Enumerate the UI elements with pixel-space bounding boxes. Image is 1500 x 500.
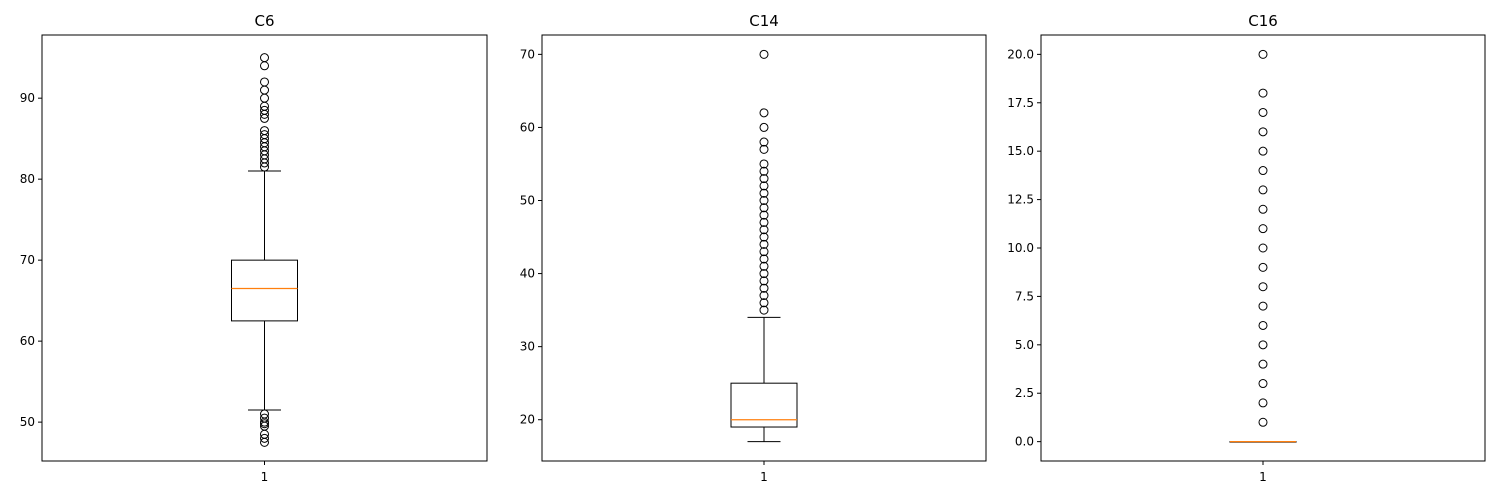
flier-point: [260, 409, 269, 419]
box-iqr: [231, 259, 298, 322]
y-tick-label: 7.5: [1015, 289, 1034, 303]
flier-point: [1258, 166, 1268, 176]
y-tick-label: 12.5: [1007, 193, 1034, 207]
x-tick-label: 1: [261, 470, 269, 484]
y-tick-label: 40: [520, 267, 535, 281]
flier-point: [759, 232, 769, 242]
y-tick-label: 70: [520, 47, 535, 61]
flier-point: [759, 290, 769, 300]
flier-point: [759, 174, 769, 184]
flier-point: [759, 159, 769, 169]
flier-point: [1258, 282, 1268, 292]
flier-point: [1258, 379, 1268, 389]
flier-point: [759, 217, 769, 227]
flier-point: [1258, 301, 1268, 311]
flier-point: [1258, 417, 1268, 427]
flier-point: [759, 122, 769, 132]
flier-point: [759, 108, 769, 118]
y-tick-label: 0.0: [1015, 435, 1034, 449]
y-tick-label: 30: [520, 340, 535, 354]
flier-point: [759, 276, 769, 286]
flier-point: [759, 247, 769, 257]
chart-panel-1: C6 50 60 70 80 90 1: [20, 12, 488, 484]
y-tick-label: 60: [20, 334, 35, 348]
flier-point: [759, 298, 769, 308]
flier-point: [260, 130, 269, 140]
y-tick-label: 50: [20, 415, 35, 429]
y-tick-label: 70: [20, 253, 35, 267]
flier-point: [759, 166, 769, 176]
flier-point: [759, 196, 769, 206]
flier-point: [1258, 146, 1268, 156]
flier-point: [1258, 204, 1268, 214]
x-tick-label: 1: [1259, 470, 1267, 484]
flier-point: [260, 126, 269, 136]
y-tick-label: 50: [520, 194, 535, 208]
flier-point: [1258, 88, 1268, 98]
y-tick-label: 20: [520, 413, 535, 427]
flier-point: [260, 53, 269, 63]
flier-point: [1258, 243, 1268, 253]
flier-point: [759, 137, 769, 147]
box-iqr: [730, 382, 798, 428]
flier-point: [260, 433, 269, 443]
flier-point: [759, 225, 769, 235]
chart-panel-3: C16 0.0 2.5 5.0 7.5 10.0 12.5 15.0 17.5 20.0 1: [1007, 12, 1486, 484]
flier-point: [759, 269, 769, 279]
flier-point: [759, 49, 769, 59]
x-tick-label: 1: [760, 470, 768, 484]
y-tick-label: 10.0: [1007, 241, 1034, 255]
flier-point: [1258, 340, 1268, 350]
chart-title: C6: [254, 12, 274, 30]
flier-point: [759, 203, 769, 213]
flier-point: [759, 210, 769, 220]
flier-point: [1258, 49, 1268, 59]
flier-point: [759, 254, 769, 264]
y-tick-label: 60: [520, 120, 535, 134]
flier-point: [1258, 320, 1268, 330]
flier-point: [260, 413, 269, 423]
flier-point: [1258, 107, 1268, 117]
flier-point: [260, 77, 269, 87]
flier-point: [1258, 185, 1268, 195]
flier-point: [759, 239, 769, 249]
y-tick-label: 80: [20, 172, 35, 186]
chart-title: C16: [1248, 12, 1278, 30]
y-tick-label: 17.5: [1007, 96, 1034, 110]
flier-point: [759, 261, 769, 271]
y-tick-label: 15.0: [1007, 144, 1034, 158]
chart-panel-2: C14 20 30 40 50 60 70 1: [520, 12, 987, 484]
flier-point: [1258, 127, 1268, 137]
flier-point: [260, 105, 269, 115]
flier-point: [759, 144, 769, 154]
flier-point: [759, 181, 769, 191]
axes-frame: [1040, 34, 1486, 462]
chart-title: C14: [749, 12, 779, 30]
flier-point: [1258, 224, 1268, 234]
flier-point: [759, 188, 769, 198]
y-tick-label: 20.0: [1007, 47, 1034, 61]
y-tick-label: 90: [20, 91, 35, 105]
flier-point: [1258, 398, 1268, 408]
flier-point: [1258, 262, 1268, 272]
flier-point: [1258, 359, 1268, 369]
y-tick-label: 5.0: [1015, 338, 1034, 352]
flier-point: [759, 305, 769, 315]
flier-point: [759, 283, 769, 293]
y-tick-label: 2.5: [1015, 386, 1034, 400]
